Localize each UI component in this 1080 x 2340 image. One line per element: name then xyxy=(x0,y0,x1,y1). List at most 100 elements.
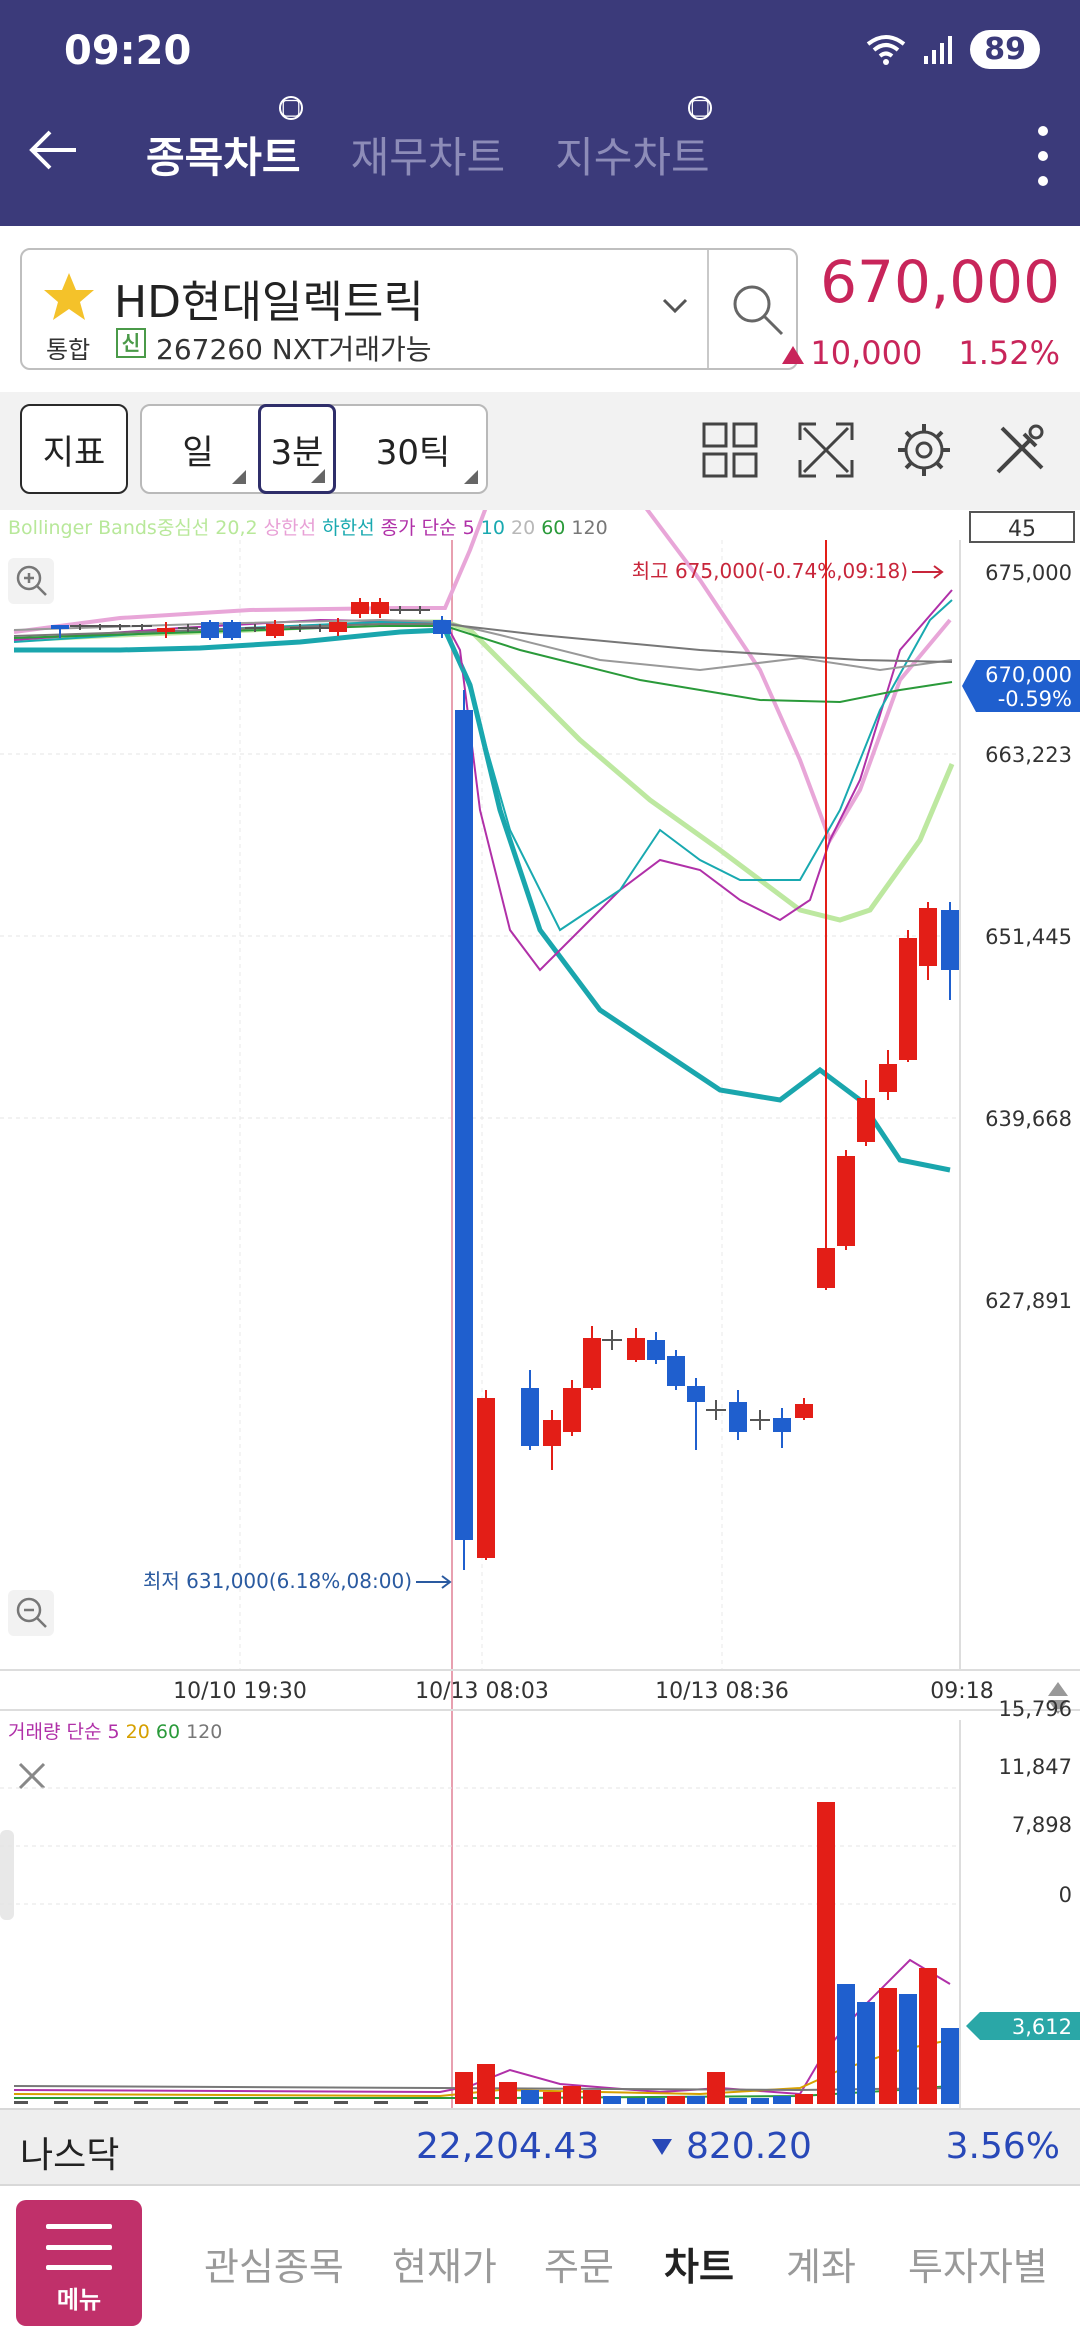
status-icons: 89 xyxy=(866,30,1040,69)
legend-item: 120 xyxy=(180,1721,222,1743)
y-tick: 11,847 xyxy=(999,1755,1072,1779)
period-label: 30틱 xyxy=(375,432,451,473)
menu-button[interactable]: 메뉴 xyxy=(16,2200,142,2326)
candle xyxy=(563,1388,581,1432)
stock-selector[interactable]: HD현대일렉트릭 통합 신 267260 NXT거래가능 xyxy=(20,248,798,370)
count-value: 45 xyxy=(1008,517,1036,542)
current-price-tag-pct: -0.59% xyxy=(998,687,1072,711)
axis-scroll-icon[interactable] xyxy=(1048,1682,1068,1714)
candle xyxy=(51,625,69,629)
legend-item: 종가 단순 xyxy=(375,517,457,539)
favorite-star-icon[interactable] xyxy=(42,270,96,324)
volume-bar xyxy=(857,2002,875,2104)
index-name: 나스닥 xyxy=(20,2135,120,2176)
search-icon[interactable] xyxy=(728,280,786,338)
volume-bar xyxy=(254,2101,268,2104)
candle xyxy=(687,1386,705,1402)
volume-bar xyxy=(707,2072,725,2104)
indicator-legend[interactable]: Bollinger Bands중심선 20,2 상한선 하한선 종가 단순 5 … xyxy=(8,517,608,539)
volume-bar xyxy=(499,2082,517,2104)
nav-account[interactable]: 계좌 xyxy=(786,2245,856,2289)
period-30tick[interactable]: 30틱 xyxy=(340,406,486,492)
legend-item: Bollinger Bands중심선 20,2 xyxy=(8,517,258,539)
current-price-tag: 670,000 -0.59% xyxy=(962,660,1080,712)
market-tag: 통합 xyxy=(46,336,91,364)
zoom-in-icon[interactable] xyxy=(8,558,54,604)
candle xyxy=(729,1402,747,1432)
nav-current-price[interactable]: 현재가 xyxy=(392,2245,497,2289)
link-icon: ▢ xyxy=(278,95,303,120)
index-percent: 3.56% xyxy=(945,2126,1060,2167)
candle xyxy=(899,938,917,1060)
link-icon: ▢ xyxy=(687,95,712,120)
volume-bar xyxy=(647,2098,665,2104)
legend-item: 20 xyxy=(120,1721,150,1743)
grid-layout-icon[interactable] xyxy=(700,420,760,480)
volume-bar xyxy=(941,2028,959,2104)
volume-bar xyxy=(583,2090,601,2104)
bottom-navigation: 메뉴 관심종목 현재가 주문 차트 계좌 투자자별 xyxy=(0,2186,1080,2340)
stock-name: HD현대일렉트릭 xyxy=(114,277,424,328)
nav-order[interactable]: 주문 xyxy=(544,2245,614,2289)
volume-legend[interactable]: 거래량 단순 5 20 60 120 xyxy=(8,1721,222,1743)
chart-tabs: 종목차트 ▢ 재무차트 지수차트 ▢ xyxy=(146,96,712,185)
candle xyxy=(941,910,959,970)
volume-bar xyxy=(563,2086,581,2104)
y-tick: 627,891 xyxy=(985,1289,1072,1313)
tab-label: 지수차트 xyxy=(555,133,710,182)
candle xyxy=(627,1338,645,1360)
legend-item: 20 xyxy=(505,517,535,539)
bollinger-lower-line xyxy=(14,627,951,1173)
price-change: 10,000 1.52% xyxy=(782,334,1060,372)
high-price-label: 최고 675,000(-0.74%,09:18) xyxy=(632,559,908,583)
candle xyxy=(477,1398,495,1558)
period-selector: 일 3분 30틱 xyxy=(140,404,488,494)
x-tick: 10/13 08:36 xyxy=(655,1679,789,1704)
tab-label: 종목차트 xyxy=(146,133,301,182)
fullscreen-icon[interactable] xyxy=(796,420,856,480)
period-label: 일 xyxy=(182,432,214,473)
tab-stock-chart[interactable]: 종목차트 ▢ xyxy=(146,96,303,185)
current-price-tag-value: 670,000 xyxy=(985,663,1072,687)
divider xyxy=(707,250,709,368)
candle xyxy=(795,1404,813,1418)
panel-handle[interactable] xyxy=(0,1830,14,1920)
y-tick: 0 xyxy=(1059,1883,1072,1907)
price-axis: 675,000 663,223 651,445 639,668 627,891 xyxy=(985,561,1072,1313)
stock-code-info: 267260 NXT거래가능 xyxy=(156,333,432,366)
volume-axis: 15,796 11,847 7,898 0 xyxy=(999,1697,1072,1907)
price-chart[interactable]: Bollinger Bands중심선 20,2 상한선 하한선 종가 단순 5 … xyxy=(0,510,1080,2108)
period-3min[interactable]: 3분 xyxy=(258,404,336,494)
ma20-line xyxy=(13,618,953,672)
volume-bar xyxy=(899,1994,917,2104)
back-arrow-icon[interactable] xyxy=(24,120,84,180)
zoom-out-icon[interactable] xyxy=(8,1590,54,1636)
volume-bar xyxy=(94,2101,108,2104)
candle xyxy=(857,1098,875,1142)
tab-index-chart[interactable]: 지수차트 ▢ xyxy=(555,96,712,185)
indicator-button[interactable]: 지표 xyxy=(20,404,128,494)
volume-bar xyxy=(795,2094,813,2104)
period-day[interactable]: 일 xyxy=(142,406,254,492)
nav-chart[interactable]: 차트 xyxy=(664,2245,734,2289)
nav-watchlist[interactable]: 관심종목 xyxy=(204,2245,344,2289)
legend-item: 60 xyxy=(535,517,565,539)
chevron-down-icon[interactable] xyxy=(660,290,690,320)
nav-investor[interactable]: 투자자별 xyxy=(908,2245,1048,2289)
drawing-tools-icon[interactable] xyxy=(990,420,1050,480)
candle xyxy=(817,1248,835,1288)
candle xyxy=(201,622,219,638)
y-tick: 639,668 xyxy=(985,1107,1072,1131)
current-price: 670,000 xyxy=(820,248,1060,316)
volume-bar xyxy=(879,1988,897,2104)
volume-bar xyxy=(543,2092,561,2104)
legend-item: 120 xyxy=(565,517,607,539)
more-menu-icon[interactable] xyxy=(1036,126,1050,186)
candle xyxy=(371,602,389,614)
y-tick: 15,796 xyxy=(999,1697,1072,1721)
tab-financial-chart[interactable]: 재무차트 xyxy=(351,124,506,185)
volume-bar xyxy=(174,2101,188,2104)
index-ticker[interactable]: 나스닥 22,204.43 820.20 3.56% xyxy=(0,2108,1080,2186)
settings-gear-icon[interactable] xyxy=(894,420,954,480)
close-icon[interactable] xyxy=(18,1762,46,1790)
